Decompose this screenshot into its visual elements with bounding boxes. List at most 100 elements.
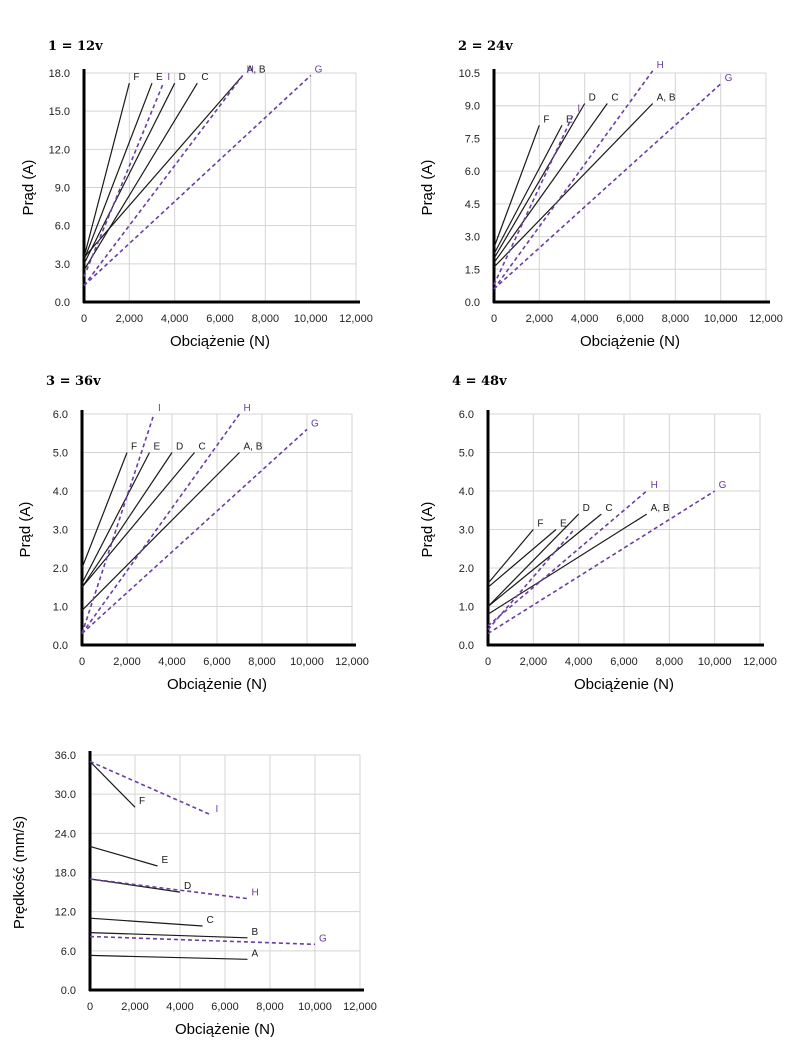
y-tick-label: 18.0 — [55, 868, 76, 880]
series-line-h — [89, 878, 248, 900]
y-tick-label: 0.0 — [459, 640, 474, 652]
x-tick-label: 4,000 — [571, 313, 599, 325]
series-line-a — [89, 954, 248, 960]
x-tick-label: 6,000 — [206, 313, 234, 325]
series-line-h — [493, 70, 654, 290]
series-label: C — [611, 93, 618, 104]
series-label: C — [605, 503, 612, 514]
y-tick-label: 1.0 — [459, 602, 474, 614]
series-label: A, B — [657, 93, 676, 104]
y-tick-label: 0.0 — [55, 297, 70, 309]
series-label: F — [537, 519, 543, 530]
series-label: F — [543, 114, 549, 125]
series-line-g — [83, 74, 312, 287]
series-label: D — [589, 93, 596, 104]
y-tick-label: 6.0 — [61, 946, 76, 958]
x-tick-label: 8,000 — [248, 656, 276, 668]
x-tick-label: 0 — [87, 1001, 93, 1013]
y-tick-label: 1.0 — [53, 602, 68, 614]
series-label: A, B — [244, 442, 263, 453]
series-line-g — [89, 935, 316, 946]
chart-2: 0 2,000 4,000 6,000 8,000 10,000 12,000 0.0 1.5 3… — [419, 39, 783, 350]
series-label: E — [566, 114, 573, 125]
y-tick-label: 6.0 — [53, 409, 68, 421]
x-tick-label: 12,000 — [343, 1001, 377, 1013]
series-line-e — [493, 125, 563, 255]
x-tick-label: 8,000 — [656, 656, 684, 668]
series-line-c — [493, 103, 608, 264]
series-line-d — [81, 452, 173, 588]
x-tick-label: 10,000 — [290, 656, 324, 668]
series-line-i — [493, 114, 575, 285]
y-tick-label: 15.0 — [49, 106, 70, 118]
y-tick-label: 30.0 — [55, 789, 76, 801]
series-label: I — [216, 804, 219, 815]
series-label: C — [207, 915, 214, 926]
y-tick-label: 9.0 — [465, 101, 480, 113]
series-label: H — [247, 65, 254, 76]
series-label: A, B — [651, 503, 670, 514]
series-label: G — [315, 65, 323, 76]
series-line-b — [89, 932, 248, 939]
y-tick-label: 36.0 — [55, 750, 76, 762]
y-tick-label: 5.0 — [459, 448, 474, 460]
x-tick-label: 2,000 — [526, 313, 554, 325]
x-tick-label: 2,000 — [113, 656, 141, 668]
x-tick-label: 12,000 — [749, 313, 783, 325]
chart-title: 2 = 24v — [458, 39, 513, 54]
series-label: H — [252, 888, 259, 899]
y-tick-label: 10.5 — [459, 68, 480, 80]
y-tick-label: 2.0 — [53, 563, 68, 575]
y-axis-label: Prąd (A) — [20, 160, 37, 216]
y-tick-label: 1.5 — [465, 264, 480, 276]
x-tick-label: 2,000 — [520, 656, 548, 668]
series-label: D — [184, 881, 191, 892]
x-tick-label: 12,000 — [339, 313, 373, 325]
y-tick-label: 5.0 — [53, 448, 68, 460]
x-tick-label: 12,000 — [335, 656, 369, 668]
series-label: G — [311, 418, 319, 429]
y-tick-label: 3.0 — [55, 259, 70, 271]
series-label: A — [252, 948, 259, 959]
series-line-c — [83, 82, 198, 271]
series-line-d — [493, 103, 586, 259]
series-label: C — [201, 72, 208, 83]
y-tick-label: 6.0 — [459, 409, 474, 421]
series-label: F — [131, 442, 137, 453]
series-label: B — [252, 927, 259, 938]
y-tick-label: 0.0 — [465, 297, 480, 309]
x-tick-label: 10,000 — [298, 1001, 332, 1013]
series-line-f — [81, 452, 128, 569]
x-tick-label: 0 — [485, 656, 491, 668]
y-axis-label: Prąd (A) — [17, 502, 34, 558]
y-tick-label: 4.5 — [465, 199, 480, 211]
y-axis-label: Prąd (A) — [419, 160, 436, 216]
series-line-f — [89, 761, 136, 808]
series-label: D — [583, 503, 590, 514]
x-axis-label: Obciążenie (N) — [170, 333, 270, 350]
chart-1: 0 2,000 4,000 6,000 8,000 10,000 12,000 0.0 3.0 6… — [20, 39, 373, 350]
y-tick-label: 6.0 — [55, 221, 70, 233]
series-line-f — [487, 529, 534, 584]
series-label: H — [657, 60, 664, 71]
series-label: I — [167, 72, 170, 83]
y-tick-label: 2.0 — [459, 563, 474, 575]
y-axis-label: Prąd (A) — [419, 502, 436, 558]
series-line-e — [81, 452, 151, 584]
x-tick-label: 4,000 — [565, 656, 593, 668]
x-tick-label: 8,000 — [252, 313, 280, 325]
y-tick-label: 6.0 — [465, 166, 480, 178]
series-line-ab — [487, 513, 648, 615]
x-tick-label: 6,000 — [610, 656, 638, 668]
series-line-g — [493, 83, 722, 290]
x-tick-label: 8,000 — [256, 1001, 284, 1013]
series-line-ab — [493, 103, 654, 268]
series-label: E — [560, 519, 567, 530]
x-tick-label: 0 — [491, 313, 497, 325]
x-tick-label: 2,000 — [121, 1001, 149, 1013]
series-line-e — [487, 529, 557, 588]
x-tick-label: 10,000 — [704, 313, 738, 325]
series-line-i — [487, 528, 575, 631]
series-line-h — [81, 413, 241, 634]
